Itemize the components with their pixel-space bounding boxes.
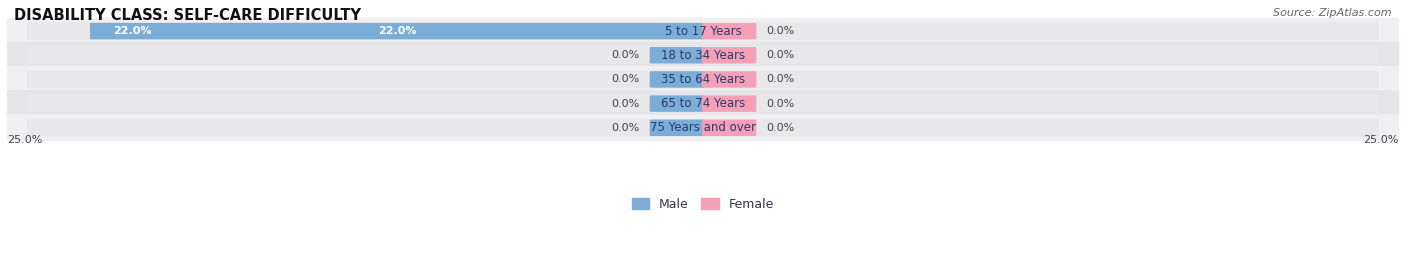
FancyBboxPatch shape bbox=[7, 17, 1399, 45]
FancyBboxPatch shape bbox=[702, 95, 756, 112]
Text: 5 to 17 Years: 5 to 17 Years bbox=[665, 25, 741, 38]
Legend: Male, Female: Male, Female bbox=[627, 193, 779, 216]
FancyBboxPatch shape bbox=[7, 42, 1399, 69]
Text: 0.0%: 0.0% bbox=[612, 50, 640, 60]
FancyBboxPatch shape bbox=[27, 70, 1379, 89]
Text: 25.0%: 25.0% bbox=[1362, 135, 1399, 145]
Text: 0.0%: 0.0% bbox=[766, 75, 794, 84]
FancyBboxPatch shape bbox=[27, 46, 1379, 64]
Text: 75 Years and over: 75 Years and over bbox=[650, 121, 756, 134]
Text: 0.0%: 0.0% bbox=[612, 75, 640, 84]
Text: 0.0%: 0.0% bbox=[766, 50, 794, 60]
Text: 22.0%: 22.0% bbox=[114, 26, 152, 36]
FancyBboxPatch shape bbox=[702, 47, 756, 63]
Text: 18 to 34 Years: 18 to 34 Years bbox=[661, 49, 745, 62]
Text: 0.0%: 0.0% bbox=[612, 123, 640, 133]
FancyBboxPatch shape bbox=[7, 90, 1399, 117]
FancyBboxPatch shape bbox=[650, 47, 704, 63]
Text: 0.0%: 0.0% bbox=[766, 26, 794, 36]
FancyBboxPatch shape bbox=[702, 23, 756, 39]
Text: 0.0%: 0.0% bbox=[766, 99, 794, 109]
FancyBboxPatch shape bbox=[90, 23, 704, 39]
Text: 0.0%: 0.0% bbox=[766, 123, 794, 133]
FancyBboxPatch shape bbox=[7, 66, 1399, 93]
FancyBboxPatch shape bbox=[27, 22, 1379, 40]
Text: Source: ZipAtlas.com: Source: ZipAtlas.com bbox=[1274, 8, 1392, 18]
FancyBboxPatch shape bbox=[650, 71, 704, 88]
FancyBboxPatch shape bbox=[7, 114, 1399, 141]
FancyBboxPatch shape bbox=[27, 95, 1379, 112]
FancyBboxPatch shape bbox=[702, 120, 756, 136]
Text: 65 to 74 Years: 65 to 74 Years bbox=[661, 97, 745, 110]
FancyBboxPatch shape bbox=[650, 120, 704, 136]
Text: 0.0%: 0.0% bbox=[612, 99, 640, 109]
FancyBboxPatch shape bbox=[27, 119, 1379, 137]
Text: 22.0%: 22.0% bbox=[378, 26, 416, 36]
FancyBboxPatch shape bbox=[650, 95, 704, 112]
Text: 25.0%: 25.0% bbox=[7, 135, 44, 145]
FancyBboxPatch shape bbox=[702, 71, 756, 88]
Text: DISABILITY CLASS: SELF-CARE DIFFICULTY: DISABILITY CLASS: SELF-CARE DIFFICULTY bbox=[14, 8, 361, 23]
Text: 35 to 64 Years: 35 to 64 Years bbox=[661, 73, 745, 86]
